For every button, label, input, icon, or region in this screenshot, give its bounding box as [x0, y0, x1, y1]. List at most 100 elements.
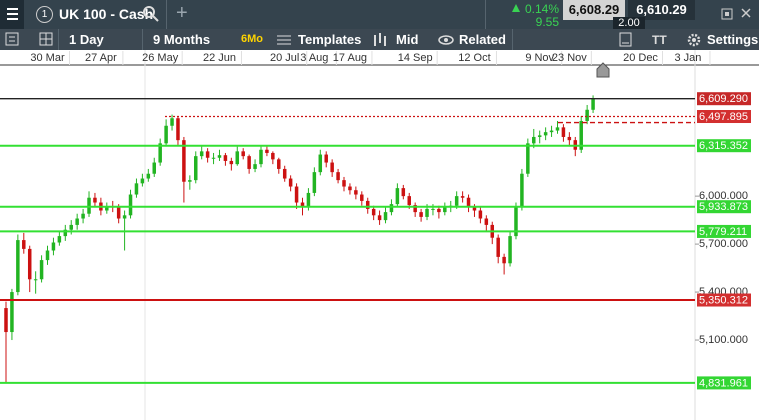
candle-body — [247, 156, 251, 169]
x-tick-label: 3 Aug — [300, 52, 328, 64]
candle-body — [532, 136, 536, 144]
divider — [485, 0, 486, 29]
level-label: 5,933.873 — [699, 201, 748, 213]
candle-body — [22, 240, 26, 249]
level-label: 5,350.312 — [699, 294, 748, 306]
candle-body — [253, 164, 257, 169]
candle-body — [16, 240, 20, 293]
candle-body — [211, 157, 216, 159]
instrument-number: 1 — [36, 6, 53, 23]
x-tick-label: 3 Jan — [674, 52, 701, 64]
candle-body — [194, 156, 198, 181]
candle-body — [182, 140, 186, 182]
price-type[interactable]: Mid — [396, 32, 419, 47]
level-label: 6,497.895 — [699, 111, 748, 123]
candle-body — [33, 279, 38, 281]
candle-body — [176, 118, 180, 141]
candle-body — [229, 160, 234, 165]
candle-body — [199, 151, 204, 157]
candle-body — [514, 207, 518, 237]
x-tick-label: 26 May — [142, 52, 179, 64]
candle-body — [306, 192, 311, 208]
y-tick-label: 5,700.000 — [699, 238, 748, 250]
menu-button[interactable] — [0, 0, 24, 29]
spread: 2.00 — [613, 17, 645, 29]
date-axis-bg — [0, 50, 759, 65]
candle-body — [431, 208, 435, 210]
window-controls[interactable] — [700, 0, 759, 29]
search-icon[interactable] — [142, 5, 160, 23]
price-type-icon — [374, 33, 386, 46]
candle-body — [158, 143, 162, 163]
candle-body — [478, 210, 483, 219]
candle-body — [39, 260, 44, 280]
candle-body — [51, 242, 56, 251]
divider — [512, 29, 513, 50]
chart: 30 Mar 27 Apr 26 May 22 Jun 20 Jul 3 Aug 17 Au… — [0, 50, 759, 420]
divider — [166, 0, 167, 29]
candle-body — [579, 120, 583, 150]
candle-body — [360, 194, 364, 201]
buy-price[interactable]: 6,610.29 — [628, 0, 695, 20]
toolbar-icons[interactable] — [4, 32, 64, 47]
top-bar: 1 UK 100 - Cash + 0.14% 9.55 6,608.29 6,… — [0, 0, 759, 29]
templates[interactable]: Templates — [298, 32, 362, 47]
candle-body — [460, 196, 465, 198]
candle-body — [57, 236, 62, 243]
x-tick-label: 27 Apr — [85, 52, 117, 64]
candle-body — [555, 127, 560, 131]
candle-body — [235, 151, 240, 165]
candle-body — [164, 125, 168, 144]
instrument-name[interactable]: UK 100 - Cash — [59, 6, 154, 22]
add-tab[interactable]: + — [176, 2, 188, 24]
candle-body — [217, 155, 222, 158]
tool-icons[interactable]: TT — [618, 32, 678, 47]
x-tick-label: 12 Oct — [458, 52, 490, 64]
candle-body — [454, 196, 459, 206]
candle-body — [537, 135, 542, 137]
period[interactable]: 9 Months — [153, 32, 211, 47]
y-tick-label: 5,100.000 — [699, 334, 748, 346]
candle-body — [508, 236, 512, 264]
candle-body — [425, 208, 429, 217]
level-label: 6,315.352 — [699, 140, 748, 152]
candle-body — [336, 172, 340, 181]
scroll-marker — [596, 62, 610, 78]
candle-body — [122, 215, 127, 219]
x-tick-label: 14 Sep — [398, 52, 433, 64]
candle-body — [134, 183, 139, 195]
menu-icon — [7, 8, 18, 20]
candle-body — [549, 130, 554, 133]
candle-body — [312, 172, 317, 193]
candle-body — [526, 143, 530, 174]
candle-body — [128, 194, 133, 216]
change-percent: 0.14% — [524, 2, 559, 16]
candle-body — [437, 208, 441, 213]
candle-body — [419, 212, 423, 217]
candle-body — [354, 190, 358, 195]
change-points: 9.55 — [535, 15, 559, 29]
sell-price[interactable]: 6,608.29 — [563, 0, 625, 20]
candle-body — [288, 178, 293, 187]
candle-body — [294, 186, 299, 203]
candle-body — [152, 162, 156, 174]
candle-body — [389, 204, 394, 213]
period-badge[interactable]: 6Mo — [241, 33, 263, 45]
candle-body — [271, 152, 275, 160]
candle-body — [223, 155, 228, 161]
candle-body — [93, 197, 97, 203]
candle-body — [4, 308, 8, 333]
candle-body — [401, 188, 406, 197]
related[interactable]: Related — [459, 32, 506, 47]
candle-body — [591, 98, 595, 110]
candle-body — [45, 250, 50, 261]
candle-body — [170, 118, 174, 126]
x-tick-label: 9 Nov — [525, 52, 554, 64]
candle-body — [324, 154, 328, 163]
interval[interactable]: 1 Day — [69, 32, 104, 47]
level-label: 5,779.211 — [699, 226, 747, 238]
settings[interactable]: Settings — [707, 32, 759, 47]
settings-icon — [687, 33, 701, 47]
candle-body — [443, 207, 447, 213]
y-tick-label: 6,000.000 — [699, 190, 748, 202]
